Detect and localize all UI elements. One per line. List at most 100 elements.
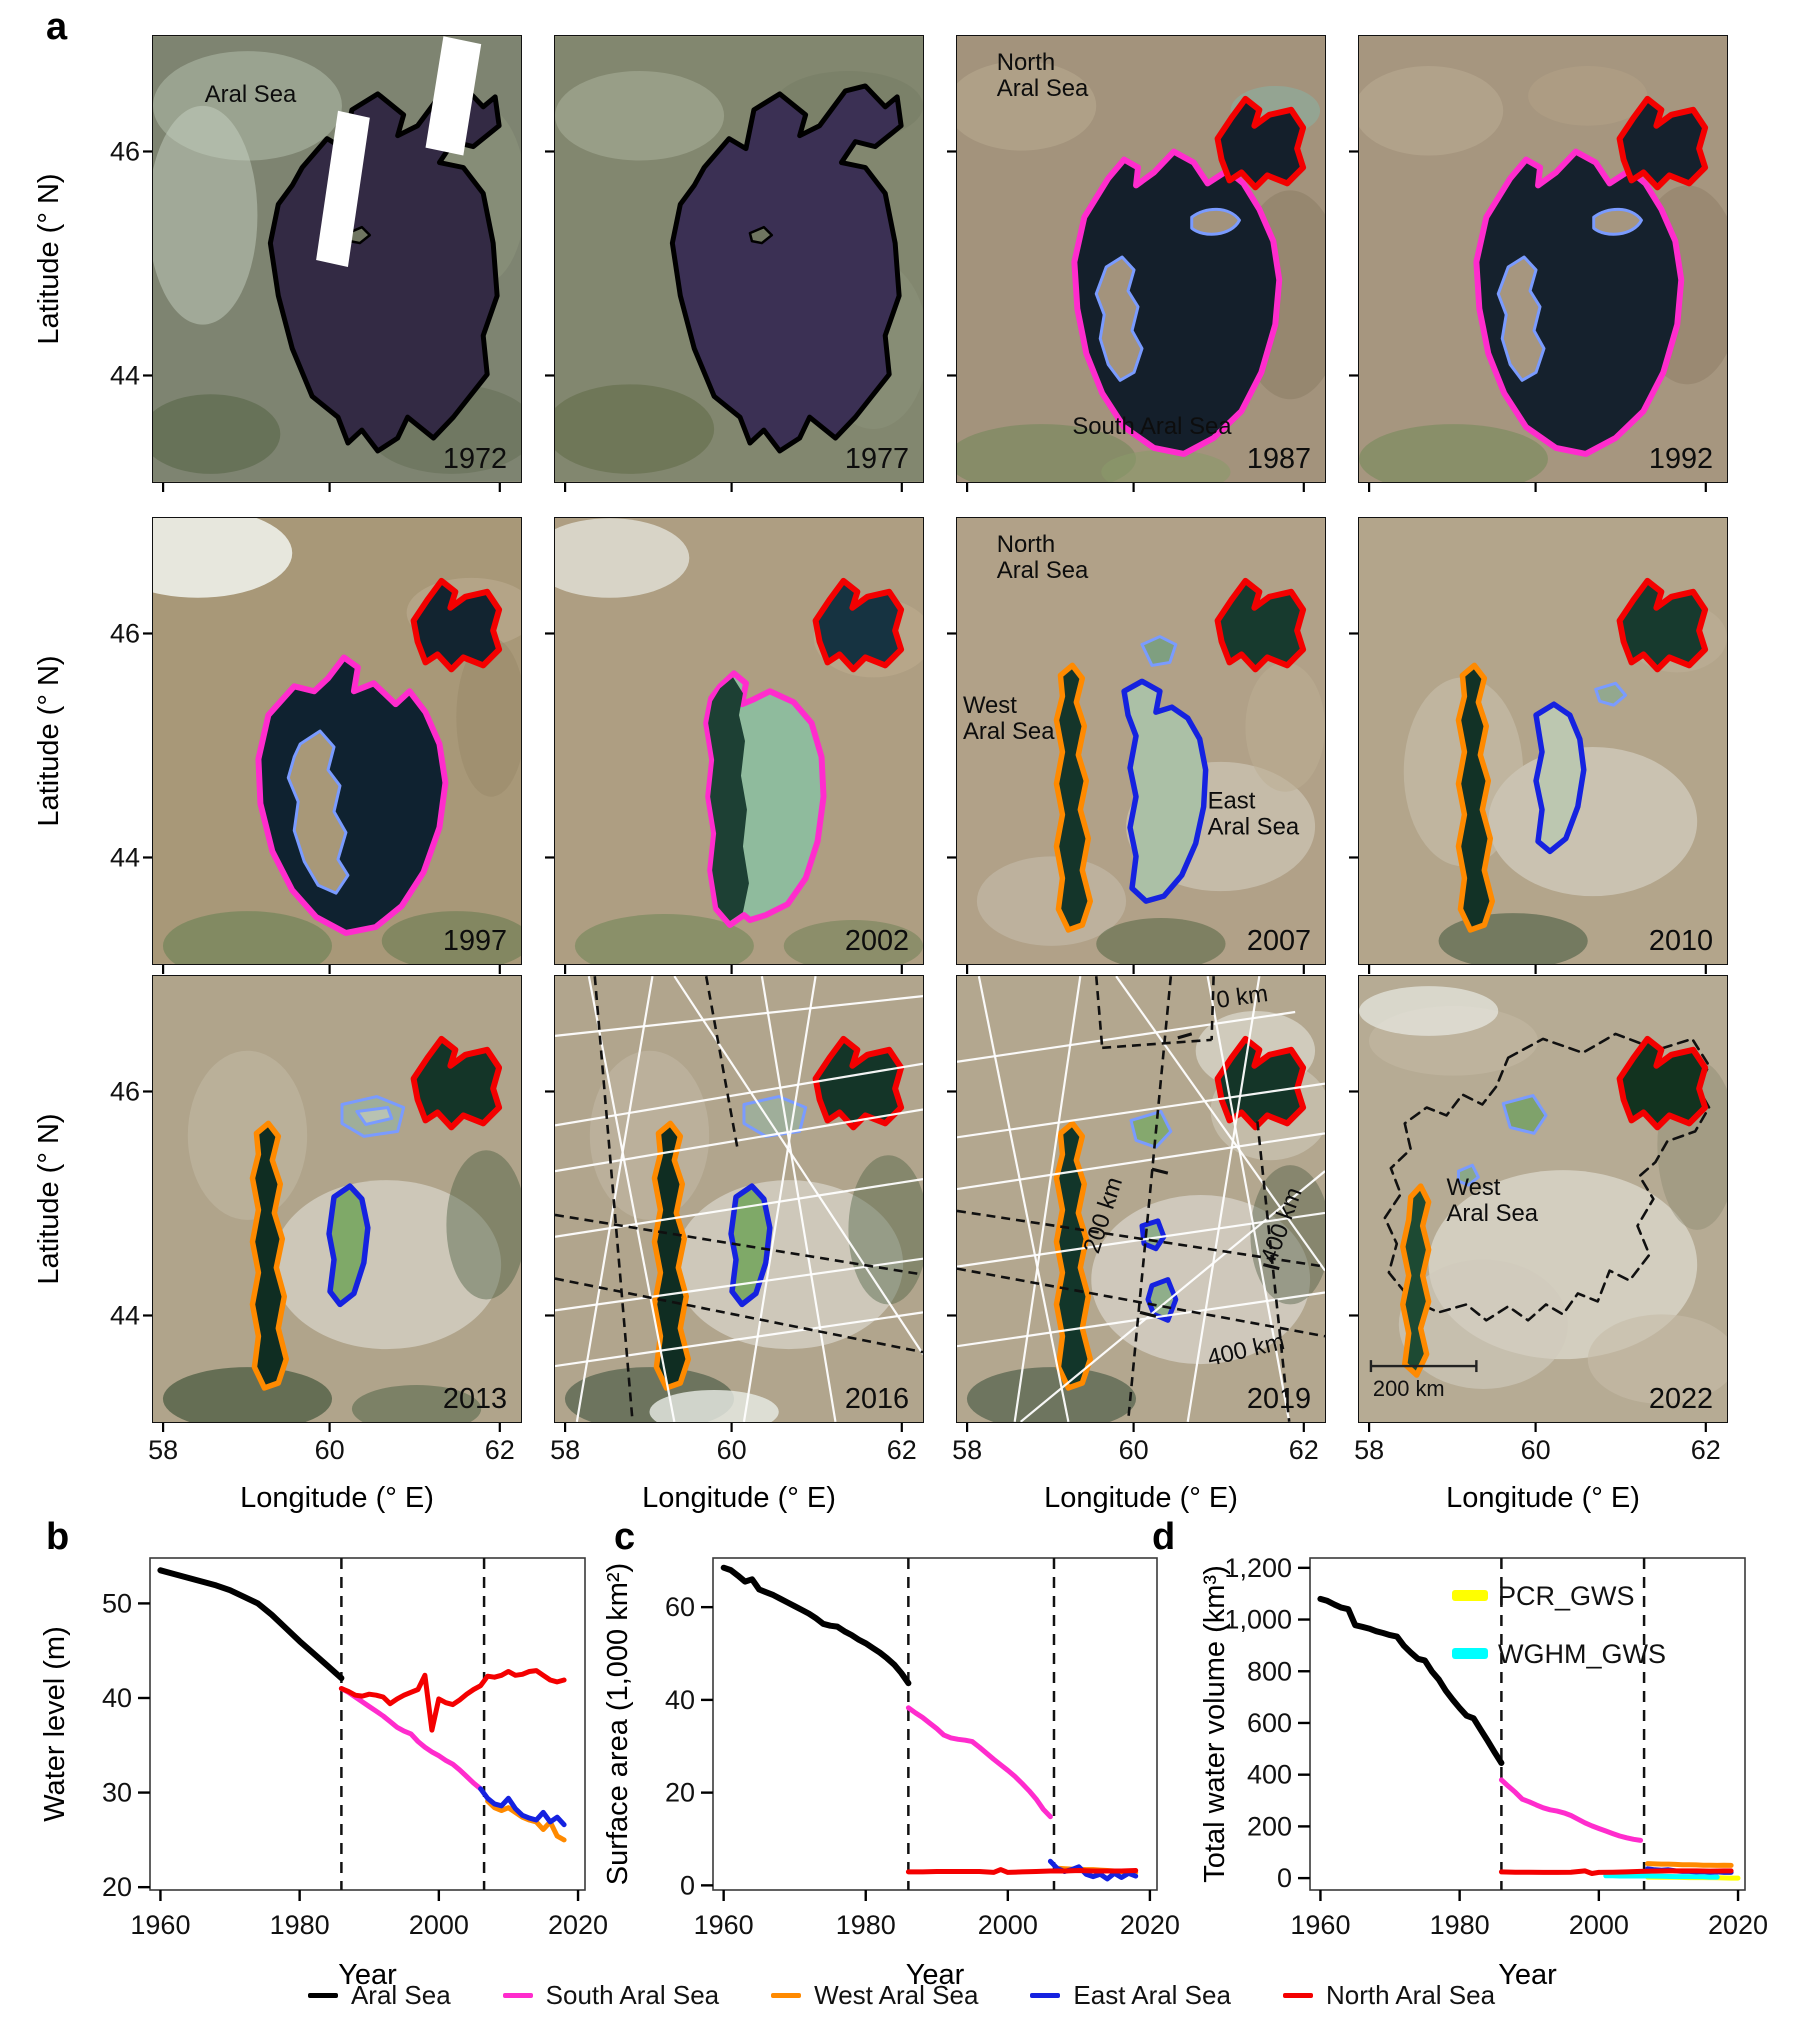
svg-text:PCR_GWS: PCR_GWS [1498,1581,1635,1611]
svg-text:Latitude (° N): Latitude (° N) [33,655,65,826]
panel-label-b: b [46,1516,70,1558]
svg-text:800: 800 [1247,1656,1292,1686]
series-aral-sea [1317,1595,1505,1766]
svg-text:600: 600 [1247,1708,1292,1738]
svg-text:South Aral Sea: South Aral Sea [1072,413,1232,440]
svg-text:Surface area (1,000 km²): Surface area (1,000 km²) [602,1563,634,1885]
series-wghm-gws [1603,1873,1720,1880]
svg-text:2013: 2013 [443,1383,507,1415]
series-south-aral-sea [905,1705,1053,1820]
legend-label: North Aral Sea [1325,1980,1496,2010]
satellite-map-1977: 1977 [554,35,924,483]
svg-text:2022: 2022 [1649,1383,1713,1415]
svg-text:58: 58 [550,1435,580,1465]
panel-label-d: d [1152,1516,1176,1558]
svg-text:1960: 1960 [130,1910,190,1940]
svg-text:2020: 2020 [1120,1910,1180,1940]
svg-text:44: 44 [110,842,140,872]
satellite-map-1972: Aral Sea 1972 [152,35,522,483]
svg-text:200 km: 200 km [1373,1376,1445,1401]
svg-text:WGHM_GWS: WGHM_GWS [1498,1639,1666,1669]
svg-text:Total water volume (km³): Total water volume (km³) [1199,1565,1231,1882]
legend-swatch [1030,1993,1061,1998]
svg-text:44: 44 [110,1300,140,1330]
svg-text:2000: 2000 [1569,1910,1629,1940]
svg-text:62: 62 [1289,1435,1319,1465]
legend-label: Aral Sea [350,1980,451,2010]
series-pcr-gws [1645,1874,1741,1881]
chart-d-legend-swatch [1452,1590,1488,1601]
svg-text:50: 50 [102,1588,132,1618]
series-aral-sea [720,1564,912,1687]
chart-c: 0 20 40 60 1960 1980 2000 2020 Surface area (1,0… [602,1557,1180,1991]
legend-label: East Aral Sea [1073,1980,1231,2010]
legend-item: North Aral Sea [1282,1980,1496,2011]
panel-label-a: a [46,6,68,48]
series-north-aral-sea [1498,1868,1734,1876]
svg-text:40: 40 [665,1685,695,1715]
svg-text:62: 62 [1691,1435,1721,1465]
legend-item: South Aral Sea [502,1980,720,2011]
svg-text:60: 60 [315,1435,345,1465]
satellite-map-2010: 2010 [1358,517,1728,965]
svg-text:46: 46 [110,1076,140,1106]
svg-text:62: 62 [485,1435,515,1465]
svg-text:2016: 2016 [845,1383,909,1415]
svg-text:1980: 1980 [270,1910,330,1940]
series-east-aral-sea [1047,1858,1139,1882]
svg-text:400: 400 [1247,1760,1292,1790]
svg-text:Latitude (° N): Latitude (° N) [33,173,65,344]
satellite-map-2002: 2002 [554,517,924,965]
svg-text:40: 40 [102,1683,132,1713]
satellite-map-1997: 1997 [152,517,522,965]
series-west-aral-sea [1645,1861,1734,1868]
svg-text:30: 30 [102,1778,132,1808]
svg-text:Longitude (° E): Longitude (° E) [1044,1482,1238,1514]
svg-text:58: 58 [148,1435,178,1465]
satellite-map-2016: 2016 [554,975,924,1423]
svg-text:2019: 2019 [1247,1383,1311,1415]
satellite-map-2019: 0 km 200 km 400 km 400 km 2019 [956,975,1326,1423]
svg-text:46: 46 [110,618,140,648]
svg-text:2000: 2000 [978,1910,1038,1940]
svg-text:1960: 1960 [1290,1910,1350,1940]
svg-text:60: 60 [717,1435,747,1465]
legend-label: West Aral Sea [814,1980,979,2010]
svg-text:2000: 2000 [409,1910,469,1940]
satellite-map-2013: 2013 [152,975,522,1423]
legend-swatch [307,1993,338,1998]
svg-text:Longitude (° E): Longitude (° E) [240,1482,434,1514]
svg-text:2020: 2020 [548,1910,608,1940]
satellite-map-2007: North Aral Sea West Aral Sea East Aral Sea 200… [956,517,1326,965]
svg-text:1992: 1992 [1649,443,1713,475]
svg-text:0: 0 [680,1870,695,1900]
svg-text:1,200: 1,200 [1224,1553,1292,1583]
svg-text:2007: 2007 [1247,925,1311,957]
svg-text:20: 20 [665,1778,695,1808]
svg-text:1960: 1960 [694,1910,754,1940]
legend-label: South Aral Sea [545,1980,720,2010]
svg-text:Aral Sea: Aral Sea [205,81,297,108]
svg-text:Longitude (° E): Longitude (° E) [1446,1482,1640,1514]
satellite-map-1987: North Aral Sea South Aral Sea 1987 [956,35,1326,483]
satellite-map-2022: 200 km West Aral Sea 2022 [1358,975,1728,1423]
svg-text:2020: 2020 [1708,1910,1768,1940]
svg-text:58: 58 [1354,1435,1384,1465]
svg-text:2010: 2010 [1649,925,1713,957]
legend-item: West Aral Sea [771,1980,978,2011]
svg-text:1977: 1977 [845,443,909,475]
panel-label-c: c [614,1516,636,1558]
svg-text:1987: 1987 [1247,443,1311,475]
legend-item: Aral Sea [307,1980,451,2011]
svg-text:Latitude (° N): Latitude (° N) [33,1113,65,1284]
svg-text:44: 44 [110,360,140,390]
svg-text:46: 46 [110,136,140,166]
legend-swatch [1282,1993,1313,1998]
legend-swatch [771,1993,802,1998]
svg-text:1980: 1980 [1430,1910,1490,1940]
